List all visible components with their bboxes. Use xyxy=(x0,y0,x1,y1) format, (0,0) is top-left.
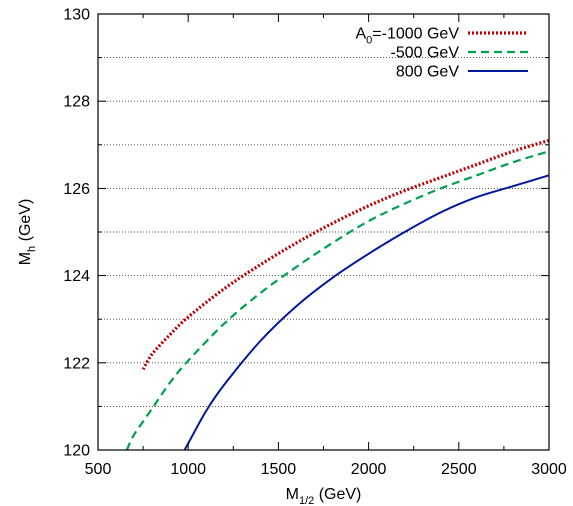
x-axis-label: M1/2 (GeV) xyxy=(286,486,362,506)
legend-label-1: A0=-1000 GeV xyxy=(355,26,459,47)
y-axis-label-unit: (GeV) xyxy=(17,199,34,246)
legend-label-2: -500 GeV xyxy=(391,45,460,62)
series-line-2 xyxy=(125,150,550,451)
x-tick-label: 1000 xyxy=(170,461,206,478)
x-tick-label: 500 xyxy=(85,461,112,478)
x-tick-label: 2500 xyxy=(441,461,477,478)
series-line-3 xyxy=(183,174,550,451)
axis-ticks xyxy=(97,13,550,451)
y-tick-label: 130 xyxy=(63,7,90,24)
series-line-1 xyxy=(141,138,550,371)
x-axis-label-main: M xyxy=(286,486,299,503)
y-tick-label: 124 xyxy=(63,268,90,285)
y-axis-label-main: M xyxy=(17,252,34,265)
y-tick-label: 122 xyxy=(63,355,90,372)
y-tick-label: 120 xyxy=(63,443,90,460)
x-tick-label: 3000 xyxy=(531,461,567,478)
x-tick-label: 1500 xyxy=(261,461,297,478)
x-axis-label-unit: (GeV) xyxy=(314,486,361,503)
series-lines xyxy=(125,138,550,451)
x-axis-label-sub: 1/2 xyxy=(299,495,314,506)
legend-label-rest: =-1000 GeV xyxy=(372,26,459,43)
y-tick-label: 126 xyxy=(63,181,90,198)
x-tick-label: 2000 xyxy=(351,461,387,478)
y-axis-label-sub: h xyxy=(26,246,38,252)
legend-label-3: 800 GeV xyxy=(396,64,459,81)
grid-lines xyxy=(98,57,549,407)
legend-label-main: A xyxy=(355,26,366,43)
tick-labels: 500 1000 1500 2000 2500 3000 120 122 124 126 128 13… xyxy=(63,7,567,479)
y-tick-label: 128 xyxy=(63,94,90,111)
y-axis-label: Mh (GeV) xyxy=(17,199,38,266)
legend-label-sub: 0 xyxy=(366,35,372,47)
